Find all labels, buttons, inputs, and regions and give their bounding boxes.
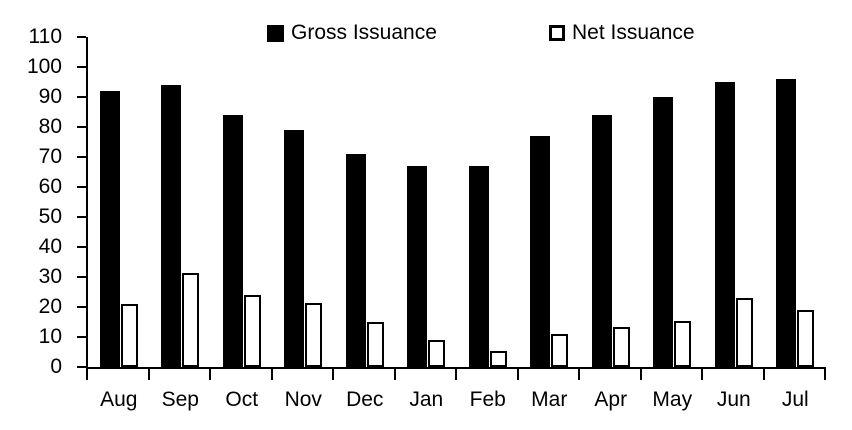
y-axis-tick-label: 110 [28, 25, 62, 48]
gross-bar-jan [407, 166, 428, 367]
x-axis-tick-label: Jul [781, 388, 809, 411]
gross-bar-dec [345, 154, 366, 367]
y-axis-tick [77, 96, 86, 98]
y-axis-tick [77, 66, 86, 68]
x-axis-tick-label: Sep [161, 388, 199, 411]
x-axis-tick [86, 367, 88, 380]
net-bar-mar [551, 334, 569, 367]
y-axis-tick [77, 366, 86, 368]
bar-group-jun [703, 37, 765, 367]
gross-bar-oct [222, 115, 243, 367]
bar-group-nov [273, 37, 335, 367]
x-axis-tick [639, 367, 642, 380]
y-axis-tick [77, 276, 86, 278]
x-axis-tick-label: Aug [100, 388, 138, 411]
y-axis-tick [77, 246, 86, 248]
gross-bar-may [653, 97, 674, 367]
y-axis-tick-label: 80 [38, 115, 62, 138]
y-axis-tick-label: 40 [38, 235, 62, 258]
x-axis-tick [147, 367, 150, 380]
y-axis-tick [77, 156, 86, 158]
y-axis-tick-label: 60 [38, 175, 62, 198]
y-axis-tick-label: 90 [38, 85, 62, 108]
x-axis-tick [824, 367, 826, 380]
y-axis-tick-label: 10 [38, 325, 62, 348]
bar-group-jul [765, 37, 827, 367]
x-axis-tick [516, 367, 519, 380]
y-axis-tick-label: 30 [38, 265, 62, 288]
x-axis-tick [762, 367, 765, 380]
x-axis-tick-label: Jun [716, 388, 751, 411]
bar-group-feb [457, 37, 519, 367]
x-axis-tick-label: Nov [284, 388, 322, 411]
y-axis-tick [77, 36, 86, 38]
y-axis-tick-label: 70 [38, 145, 62, 168]
x-axis-tick [393, 367, 396, 380]
y-axis-tick [77, 336, 86, 338]
x-axis-tick-label: Feb [469, 388, 506, 411]
bar-group-aug [88, 37, 150, 367]
bar-group-oct [211, 37, 273, 367]
gross-bar-jul [776, 79, 797, 367]
gross-bar-mar [530, 136, 551, 367]
net-bar-dec [366, 322, 384, 367]
y-axis-tick-label: 50 [38, 205, 62, 228]
bar-group-jan [396, 37, 458, 367]
bar-group-dec [334, 37, 396, 367]
y-axis-tick-label: 100 [26, 55, 62, 78]
net-bar-nov [305, 302, 323, 367]
x-axis-tick [332, 367, 334, 380]
y-axis-tick [77, 186, 86, 188]
x-axis-tick [701, 367, 703, 380]
x-axis-tick [209, 367, 211, 380]
plot-area [86, 37, 826, 369]
bar-group-mar [519, 37, 581, 367]
net-bar-jun [735, 298, 753, 367]
x-axis-tick [578, 367, 580, 380]
legend-item-net: Net Issuance [549, 21, 695, 45]
x-axis-tick-label: Apr [594, 388, 628, 411]
net-bar-oct [243, 295, 261, 367]
gross-bar-sep [161, 85, 182, 367]
gross-bar-nov [284, 130, 305, 367]
y-axis-tick-label: 20 [38, 295, 62, 318]
gross-series-swatch-icon [267, 24, 284, 42]
net-bar-may [674, 320, 692, 367]
gross-bar-aug [99, 91, 120, 367]
x-axis-tick-label: Mar [531, 388, 568, 411]
bar-group-sep [150, 37, 212, 367]
y-axis-tick [77, 306, 86, 308]
net-bar-apr [612, 326, 630, 367]
net-bar-aug [120, 304, 138, 367]
net-bar-sep [182, 272, 200, 367]
bar-group-apr [580, 37, 642, 367]
y-axis-tick [77, 216, 86, 218]
net-bar-feb [489, 350, 507, 367]
legend-item-gross: Gross Issuance [267, 21, 437, 45]
x-axis-tick-label: Oct [225, 388, 259, 411]
y-axis-tick [77, 126, 86, 128]
net-bar-jan [428, 340, 446, 367]
legend-label-gross: Gross Issuance [291, 21, 437, 44]
net-bar-jul [797, 310, 815, 367]
x-axis-tick [270, 367, 273, 380]
gross-bar-apr [591, 115, 612, 367]
y-axis-tick-label: 0 [50, 355, 62, 378]
legend-label-net: Net Issuance [572, 21, 695, 44]
x-axis-tick-label: Jan [409, 388, 444, 411]
x-axis-tick-label: Dec [346, 388, 384, 411]
bar-group-may [642, 37, 704, 367]
gross-bar-jun [714, 82, 735, 367]
net-series-swatch-icon [549, 25, 565, 41]
gross-bar-feb [468, 166, 489, 367]
x-axis-tick [455, 367, 457, 380]
x-axis-tick-label: May [652, 388, 693, 411]
